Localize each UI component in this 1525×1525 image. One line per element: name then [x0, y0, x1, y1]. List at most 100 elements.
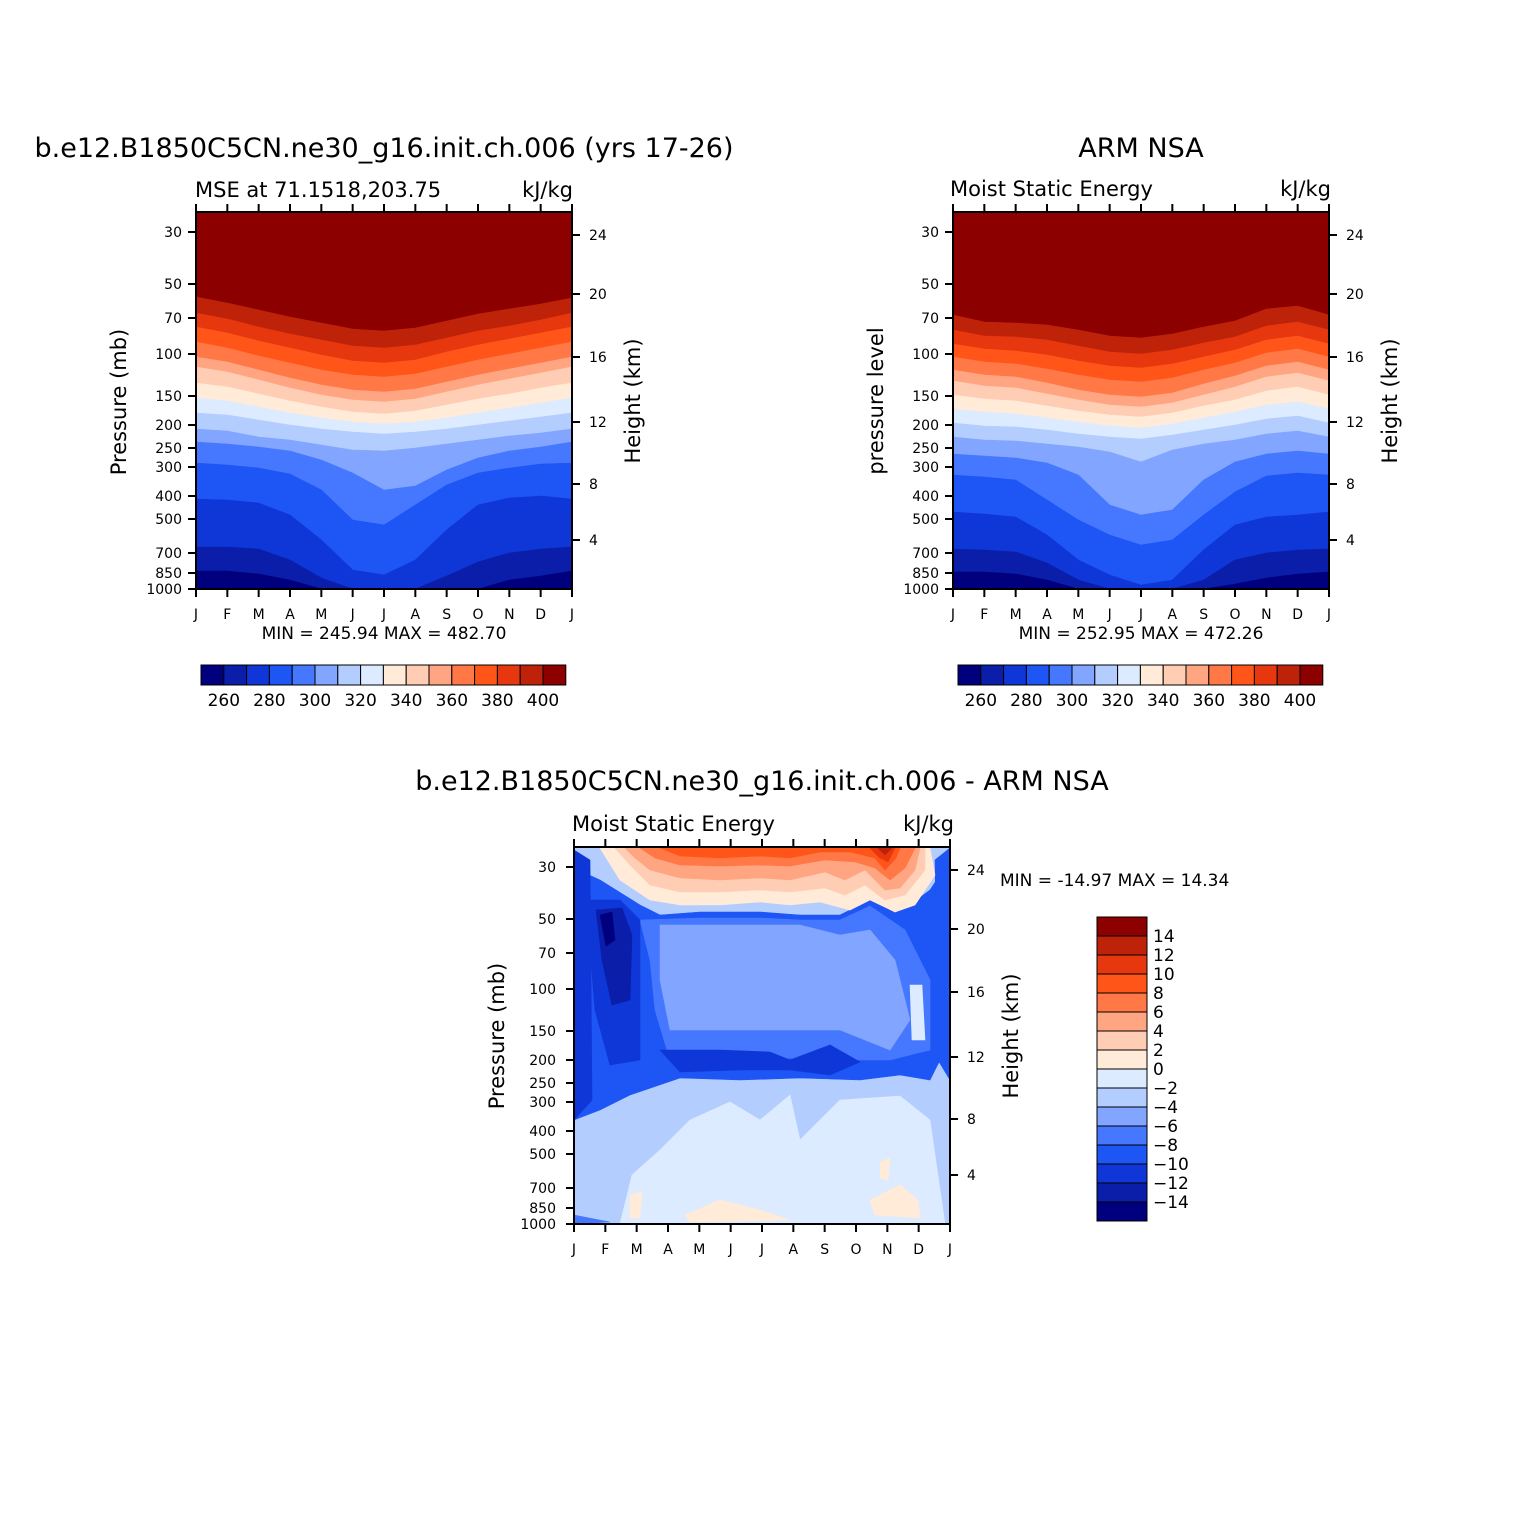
y-tick-label: 850 — [529, 1201, 556, 1217]
colorbar-cell — [246, 664, 270, 686]
y-tick-label: 30 — [164, 225, 182, 241]
contour-region — [909, 984, 926, 1041]
x-tick-label: J — [1107, 607, 1112, 623]
y-tick-label: 400 — [912, 489, 939, 505]
x-tick-label: A — [663, 1242, 673, 1258]
colorbar-cell — [291, 664, 316, 686]
y-tick-label: 200 — [912, 418, 939, 434]
x-tick-label: N — [1261, 607, 1271, 623]
x-tick-label: J — [1326, 607, 1331, 623]
x-tick-label: J — [381, 607, 386, 623]
colorbar-label: 12 — [1153, 946, 1175, 966]
colorbar-cell — [1025, 664, 1050, 686]
colorbar-label: 260 — [208, 691, 240, 711]
colorbar-cell — [1096, 1163, 1148, 1184]
colorbar-cell — [1096, 954, 1148, 975]
y-tick-label: 30 — [538, 860, 556, 876]
y2-tick-label: 24 — [589, 228, 607, 244]
colorbar-cell — [1094, 664, 1119, 686]
contour-region — [659, 1044, 861, 1076]
colorbar-label: 360 — [436, 691, 468, 711]
y-tick-label: 70 — [921, 311, 939, 327]
colorbar-label: 4 — [1153, 1022, 1164, 1042]
colorbar-label: 2 — [1153, 1041, 1164, 1061]
y-tick-label: 850 — [155, 566, 182, 582]
y2-tick-label: 12 — [589, 415, 607, 431]
contour-region — [869, 1184, 921, 1219]
colorbar-cell — [200, 664, 225, 686]
colorbar-cell — [980, 664, 1005, 686]
y-tick-label: 200 — [529, 1053, 556, 1069]
stats-label: MIN = 252.95 MAX = 472.26 — [1019, 624, 1264, 644]
y2-tick-label: 20 — [589, 287, 607, 303]
colorbar-label: 10 — [1153, 965, 1175, 985]
colorbar-label: −8 — [1153, 1136, 1178, 1156]
panel-difference: b.e12.B1850C5CN.ne30_g16.init.ch.006 - A… — [415, 766, 1229, 1258]
x-tick-label: S — [442, 607, 451, 623]
x-tick-label: J — [947, 1242, 952, 1258]
x-tick-label: F — [980, 607, 988, 623]
colorbar-cell — [1139, 664, 1164, 686]
y-tick-label: 1000 — [903, 582, 939, 598]
x-tick-label: F — [223, 607, 231, 623]
colorbar-cell — [1096, 1068, 1148, 1089]
y2-axis-label: Height (km) — [621, 338, 645, 463]
contour-region — [659, 847, 901, 871]
panel-obs: ARM NSA Moist Static Energy kJ/kg 30 50 70… — [864, 133, 1402, 711]
x-tick-label: M — [315, 607, 327, 623]
y-tick-label: 70 — [538, 946, 556, 962]
contour-region — [684, 1199, 791, 1223]
colorbar-label: −14 — [1153, 1193, 1189, 1213]
x-tick-label: A — [1042, 607, 1052, 623]
colorbar-cell — [474, 664, 498, 686]
colorbar-label: −10 — [1153, 1155, 1189, 1175]
colorbar-cell — [1096, 935, 1148, 956]
colorbar-label: 14 — [1153, 927, 1175, 947]
contour-region — [659, 924, 911, 1051]
colorbar-cell — [1096, 992, 1148, 1013]
colorbar-label: 380 — [1238, 691, 1270, 711]
x-tick-label: M — [693, 1242, 705, 1258]
x-tick-label: M — [1072, 607, 1084, 623]
y-tick-label: 400 — [155, 489, 182, 505]
y-tick-label: 250 — [155, 441, 182, 457]
x-tick-label: O — [850, 1242, 861, 1258]
panel-model: b.e12.B1850C5CN.ne30_g16.init.ch.006 (yr… — [34, 133, 733, 711]
colorbar-label: 300 — [299, 691, 331, 711]
colorbar-cell — [1096, 1201, 1148, 1222]
colorbar-cell — [1162, 664, 1187, 686]
x-tick-label: A — [1168, 607, 1178, 623]
colorbar-label: 400 — [527, 691, 559, 711]
y-tick-label: 100 — [155, 347, 182, 363]
y-tick-label: 150 — [155, 389, 182, 405]
x-tick-label: J — [728, 1242, 733, 1258]
contour-region — [629, 1191, 643, 1219]
x-tick-label: J — [759, 1242, 764, 1258]
colorbar-cell — [1096, 1087, 1148, 1108]
y-tick-label: 700 — [912, 546, 939, 562]
x-tick-label: D — [535, 607, 546, 623]
y2-tick-label: 20 — [967, 922, 985, 938]
y2-tick-label: 12 — [967, 1050, 985, 1066]
x-tick-label: J — [1138, 607, 1143, 623]
colorbar-label: 340 — [390, 691, 422, 711]
x-tick-label: O — [472, 607, 483, 623]
contour-region — [599, 911, 616, 947]
y-axis-label: Pressure (mb) — [107, 329, 131, 476]
y-tick-label: 700 — [155, 546, 182, 562]
colorbar: 260 280 300 320 340 360 380 400 — [200, 664, 567, 711]
y-axis-label: pressure level — [864, 327, 888, 474]
colorbar-label: 8 — [1153, 984, 1164, 1004]
y2-axis-label: Height (km) — [999, 973, 1023, 1098]
colorbar-label: 260 — [965, 691, 997, 711]
panel-subtitle-left: MSE at 71.1518,203.75 — [195, 178, 441, 202]
y2-tick-label: 4 — [1346, 533, 1355, 549]
colorbar-cell — [382, 664, 407, 686]
y-tick-label: 70 — [164, 311, 182, 327]
x-tick-label: J — [193, 607, 198, 623]
x-tick-label: N — [504, 607, 514, 623]
x-tick-label: J — [569, 607, 574, 623]
colorbar-label: 320 — [1101, 691, 1133, 711]
